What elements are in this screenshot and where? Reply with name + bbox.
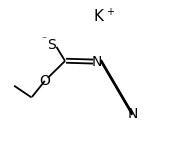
Text: S: S: [48, 38, 56, 51]
Text: ⁻: ⁻: [42, 35, 47, 45]
Text: N: N: [91, 55, 102, 69]
Text: +: +: [106, 7, 114, 17]
Text: N: N: [127, 107, 138, 121]
Text: O: O: [40, 74, 51, 88]
Text: K: K: [94, 9, 104, 24]
